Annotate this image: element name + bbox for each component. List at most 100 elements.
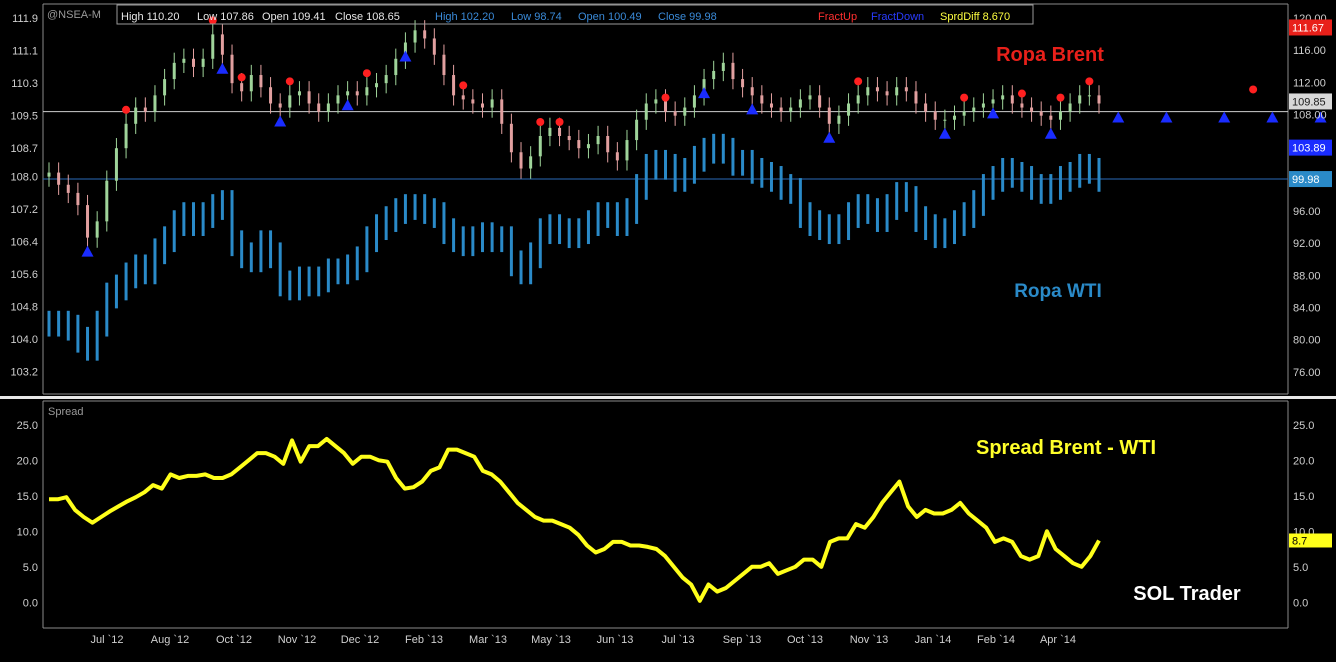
fract-down-marker <box>823 131 836 143</box>
brent-candle-body <box>191 58 195 67</box>
brent-candle-body <box>297 91 301 96</box>
brent-candle-body <box>114 148 118 181</box>
brent-candle-body <box>577 140 581 149</box>
fract-up-marker <box>122 105 131 114</box>
brent-candle-body <box>346 91 350 96</box>
fract-down-marker <box>938 127 951 139</box>
brent-candle-body <box>962 111 966 116</box>
brent-candle-body <box>519 152 523 169</box>
brent-candle-body <box>529 156 533 169</box>
symbol-label: @NSEA-M <box>47 9 101 21</box>
brent-candle-body <box>741 79 745 88</box>
brent-candle-body <box>365 87 369 96</box>
brent-candle-body <box>240 83 244 92</box>
x-tick-label: Feb `14 <box>977 634 1015 646</box>
brent-candle-body <box>606 136 610 153</box>
x-tick-label: Jul `12 <box>90 634 123 646</box>
y-right-tick-label: 96.00 <box>1293 206 1321 218</box>
fract-down-marker <box>746 103 759 115</box>
brent-candle-body <box>95 221 99 238</box>
fract-down-marker <box>698 87 711 99</box>
fract-down-marker <box>1218 111 1231 123</box>
fract-down-marker <box>81 245 94 257</box>
y-left-tick-label: 106.4 <box>10 237 38 249</box>
brent-candle-body <box>76 192 80 206</box>
y-left-tick-label: 104.8 <box>10 302 38 314</box>
wti-low: Low 98.74 <box>511 11 562 23</box>
brent-candle-body <box>875 87 879 92</box>
brent-candle-body <box>673 111 677 116</box>
brent-candle-body <box>721 62 725 71</box>
brent-candle-body <box>692 95 696 108</box>
spread-y-left-tick-label: 25.0 <box>17 420 38 432</box>
last-value-tag-label: 111.67 <box>1292 22 1324 34</box>
brent-candle-body <box>230 54 234 84</box>
brent-candle-body <box>558 127 562 136</box>
brent-candle-body <box>683 107 687 116</box>
price-panel: 111.9 111.1 110.3 109.5 108.7 108.0 107.2 106.4… <box>10 3 1332 395</box>
fract-up-marker <box>1056 93 1065 102</box>
brent-candle-body <box>818 95 822 108</box>
brent-candle-body <box>760 95 764 104</box>
x-tick-label: Aug `12 <box>151 634 190 646</box>
brent-candle-body <box>1078 95 1082 104</box>
brent-candle-body <box>172 62 176 80</box>
brent-candle-body <box>413 30 417 43</box>
brent-candle-body <box>625 140 629 161</box>
spread-y-left-tick-label: 0.0 <box>23 597 38 609</box>
brent-candle-body <box>201 58 205 67</box>
fract-up-marker <box>555 118 564 126</box>
fract-up-marker <box>362 69 371 78</box>
last-value-tag-label: 109.85 <box>1292 96 1326 108</box>
brent-candle-body <box>847 103 851 116</box>
brent-candle-body <box>1049 115 1053 120</box>
brent-candle-body <box>654 99 658 104</box>
fract-up-marker <box>208 16 217 25</box>
spread-y-left-tick-label: 5.0 <box>23 562 38 574</box>
brent-candle-body <box>1020 103 1024 108</box>
label-ropa-wti: Ropa WTI <box>1014 281 1102 302</box>
last-value-tag <box>1289 139 1332 156</box>
brent-candle-body <box>596 136 600 145</box>
stats-box <box>116 4 1034 25</box>
brent-candle-body <box>924 103 928 112</box>
last-value-tag <box>1289 171 1332 188</box>
brent-candle-body <box>500 99 504 124</box>
brent-candle-body <box>567 136 571 141</box>
brent-candle-body <box>750 87 754 96</box>
brent-candle-body <box>885 91 889 96</box>
fract-up-marker <box>459 81 468 90</box>
y-left-tick-label: 107.2 <box>10 204 38 216</box>
brent-candle-body <box>442 54 446 76</box>
brent-candle-body <box>134 107 138 124</box>
brent-candle-body <box>586 144 590 149</box>
fract-up-marker <box>285 77 294 86</box>
last-value-tag-label: 103.89 <box>1292 143 1326 155</box>
brent-candle-body <box>731 62 735 80</box>
fract-up-marker <box>237 73 246 82</box>
y-right-tick-label: 92.00 <box>1293 238 1321 250</box>
spread-y-right-tick-label: 15.0 <box>1293 491 1314 503</box>
last-value-tag <box>1289 19 1332 36</box>
brent-candle-body <box>375 83 379 88</box>
fract-up-marker <box>1017 89 1026 98</box>
brent-candle-body <box>1030 107 1034 112</box>
fract-down-marker <box>1160 111 1173 123</box>
brent-candle-body <box>278 103 282 108</box>
brent-candle-body <box>1039 111 1043 116</box>
brent-candle-body <box>991 99 995 104</box>
brent-candle-body <box>336 95 340 104</box>
spread-y-right-tick-label: 5.0 <box>1293 562 1308 574</box>
brent-candle-body <box>615 152 619 161</box>
brent-candle-body <box>866 87 870 96</box>
brent-candle-body <box>509 123 513 153</box>
brent-candle-body <box>779 107 783 112</box>
brent-candle-body <box>972 107 976 112</box>
svg-text:High 110.20 Low 107.86: High 110.20 Low 107.86 Open 109.41 Close… <box>121 11 1010 23</box>
brent-candle-body <box>66 184 70 193</box>
y-right-tick-label: 108.00 <box>1293 110 1327 122</box>
brent-candle-body <box>769 103 773 108</box>
x-tick-label: Jul `13 <box>661 634 694 646</box>
brent-candle-body <box>47 172 51 177</box>
